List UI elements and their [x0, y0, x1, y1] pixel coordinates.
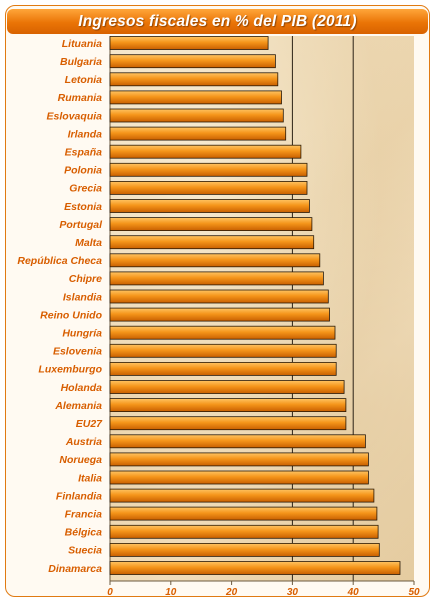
bar-alemania: [109, 398, 347, 413]
category-label: Suecia: [68, 545, 102, 557]
category-label: Bulgaria: [60, 56, 102, 68]
category-label: Grecia: [69, 183, 102, 195]
x-tick-label: 30: [287, 587, 299, 598]
category-label: Austria: [65, 436, 102, 448]
bar-suecia: [109, 543, 380, 557]
category-label: Francia: [65, 508, 103, 520]
bar-finlandia: [109, 488, 375, 503]
bar-reino-unido: [109, 307, 330, 322]
category-label: Portugal: [59, 219, 103, 231]
chart-title: Ingresos fiscales en % del PIB (2011): [78, 12, 357, 30]
category-label: Italia: [78, 472, 102, 484]
category-label: Irlanda: [68, 128, 103, 140]
bar-austria: [109, 434, 366, 449]
category-label: Dinamarca: [48, 563, 102, 575]
bar-rumania: [109, 90, 282, 105]
bar-chipre: [109, 271, 324, 286]
category-label: EU27: [76, 418, 103, 430]
bar-eu27: [109, 416, 347, 431]
category-label: España: [65, 147, 103, 159]
category-label: Eslovenia: [53, 346, 102, 358]
bar-islandia: [109, 289, 329, 304]
category-label: Finlandia: [56, 490, 102, 502]
bar-hungría: [109, 325, 336, 340]
bar-polonia: [109, 162, 308, 177]
category-label: Reino Unido: [40, 309, 102, 321]
category-label: Chipre: [69, 273, 102, 285]
bar-malta: [109, 235, 315, 250]
category-label: Bélgica: [65, 527, 103, 539]
category-label: Holanda: [61, 382, 103, 394]
category-label: Polonia: [64, 165, 102, 177]
category-label: Hungría: [62, 328, 102, 340]
bar-holanda: [109, 380, 345, 394]
x-tick-label: 50: [408, 587, 420, 598]
bar-luxemburgo: [109, 361, 337, 376]
category-label: República Checa: [17, 255, 102, 267]
category-label: Lituania: [62, 38, 102, 50]
category-label: Alemania: [54, 400, 102, 412]
bar-lituania: [109, 36, 269, 50]
bar-francia: [109, 506, 378, 521]
bar-noruega: [109, 452, 369, 467]
category-label: Malta: [75, 237, 102, 249]
bar-bélgica: [109, 524, 379, 539]
title-bar: Ingresos fiscales en % del PIB (2011): [7, 9, 428, 34]
category-label: Estonia: [64, 201, 102, 213]
x-tick-label: 40: [347, 587, 360, 598]
bar-dinamarca: [109, 561, 401, 575]
category-label: Islandia: [63, 291, 102, 303]
bar-letonia: [109, 72, 279, 87]
bar-república-checa: [109, 253, 321, 268]
category-label: Eslovaquia: [47, 110, 103, 122]
x-tick-label: 20: [225, 587, 238, 598]
category-label: Luxemburgo: [38, 364, 102, 376]
x-tick-label: 10: [165, 587, 177, 598]
bar-bulgaria: [109, 54, 276, 69]
bar-eslovaquia: [109, 108, 284, 123]
x-tick-label: 0: [107, 587, 113, 598]
category-label: Letonia: [65, 74, 102, 86]
bar-eslovenia: [109, 343, 337, 358]
bar-italia: [109, 470, 369, 485]
bar-estonia: [109, 199, 310, 213]
bar-españa: [109, 144, 302, 159]
category-label: Noruega: [59, 454, 102, 466]
bar-grecia: [109, 180, 308, 195]
bar-portugal: [109, 217, 313, 232]
category-label: Rumania: [58, 92, 103, 104]
bar-irlanda: [109, 126, 287, 141]
